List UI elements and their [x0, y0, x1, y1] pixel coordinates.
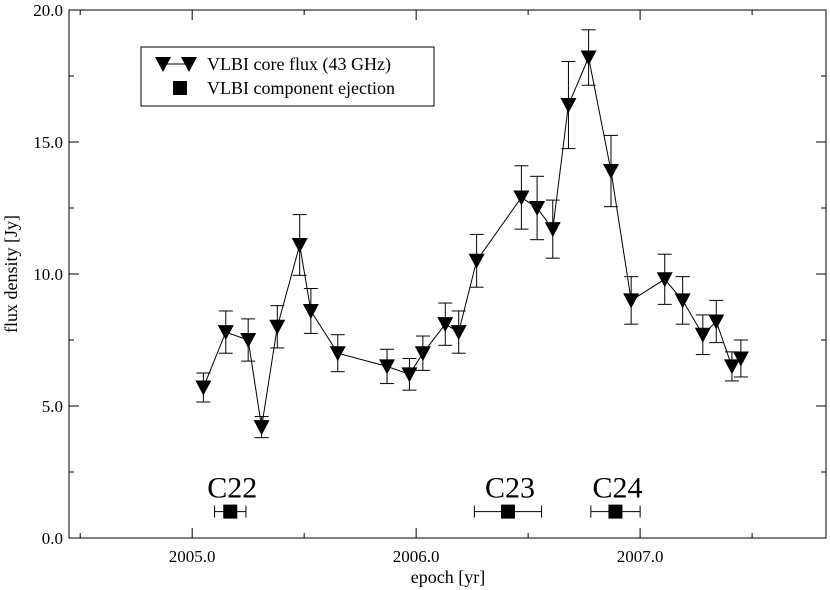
y-tick-label: 5.0 [42, 397, 63, 416]
core-flux-point [623, 293, 640, 309]
legend-box [140, 46, 435, 107]
legend-label-core-flux: VLBI core flux (43 GHz) [207, 54, 391, 75]
core-flux-point [302, 303, 319, 319]
y-tick-label: 10.0 [33, 265, 63, 284]
ejection-point [500, 504, 515, 519]
core-flux-point [732, 351, 749, 367]
y-tick-label: 20.0 [33, 1, 63, 20]
ejection-label-c23: C23 [485, 472, 535, 505]
y-tick-label: 15.0 [33, 133, 63, 152]
legend: VLBI core flux (43 GHz) VLBI component e… [140, 46, 435, 107]
core-flux-point [269, 319, 286, 335]
tick-labels: 0.0 5.0 10.0 15.0 20.0 2005.0 2006.0 2007.0 C22 C… [33, 1, 663, 566]
core-flux-point [580, 50, 597, 66]
core-flux-point [240, 333, 257, 348]
core-flux-point [723, 359, 740, 375]
data-markers [195, 50, 749, 519]
core-flux-point [468, 253, 485, 269]
core-flux-point [656, 272, 673, 288]
legend-square-marker [173, 81, 187, 95]
x-tick-label: 2006.0 [393, 547, 440, 566]
legend-triangle-marker-right [181, 57, 197, 72]
x-tick-label: 2005.0 [169, 547, 216, 566]
legend-triangle-marker-left [155, 57, 171, 72]
core-flux-point [450, 325, 467, 341]
core-flux-point [674, 293, 691, 309]
ejection-point [223, 504, 238, 519]
core-flux-point [529, 201, 546, 216]
core-flux-point [195, 380, 212, 396]
core-flux-point [708, 314, 725, 330]
core-flux-point [437, 317, 454, 333]
core-flux-point [253, 420, 270, 436]
core-flux-point [401, 367, 418, 383]
core-flux-point [414, 346, 431, 362]
y-tick-label: 0.0 [42, 529, 63, 548]
ejection-label-c24: C24 [592, 472, 642, 505]
core-flux-point [513, 190, 530, 206]
core-flux-point [694, 327, 711, 343]
core-flux-point [544, 222, 561, 238]
core-flux-point [602, 164, 619, 180]
core-flux-point [291, 237, 308, 253]
legend-label-ejection: VLBI component ejection [207, 78, 395, 98]
core-flux-point [560, 98, 577, 114]
plot-frame [68, 9, 827, 539]
x-tick-label: 2007.0 [617, 547, 664, 566]
x-axis-label: epoch [yr] [411, 567, 485, 587]
ejection-label-c22: C22 [207, 472, 257, 505]
core-flux-point [217, 325, 234, 341]
y-axis-label: flux density [Jy] [1, 215, 21, 333]
ejection-point [608, 504, 623, 519]
core-flux-point [379, 359, 396, 375]
core-flux-point [329, 346, 346, 362]
